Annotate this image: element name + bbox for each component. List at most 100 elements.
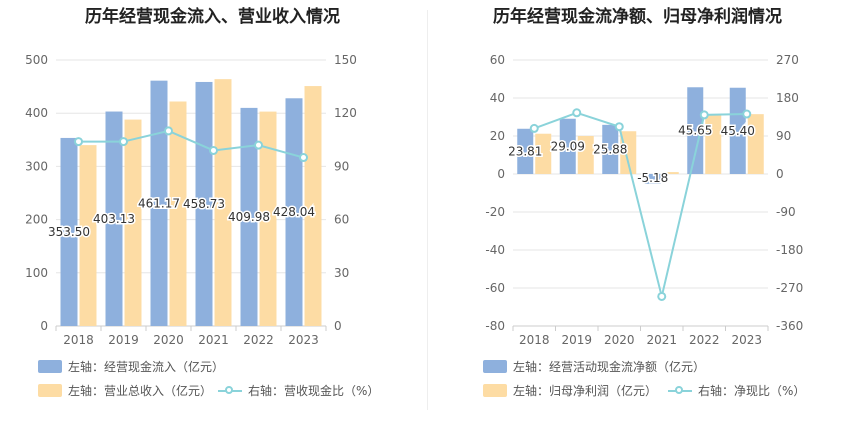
x-tick-label: 2022 <box>689 333 720 347</box>
x-tick-label: 2022 <box>243 333 274 347</box>
y-right-tick-label: -180 <box>776 243 803 257</box>
bar <box>259 111 277 326</box>
y-left-tick-label: 100 <box>25 266 48 280</box>
line-point <box>699 110 709 120</box>
y-right-tick-label: 0 <box>776 167 784 181</box>
bar <box>644 174 661 184</box>
y-right-tick-label: 180 <box>776 91 799 105</box>
y-right-tick-label: 30 <box>334 266 349 280</box>
data-label: 409.98 <box>228 210 270 224</box>
data-label: 23.81 <box>508 144 542 158</box>
bar <box>687 87 704 174</box>
line-point <box>119 137 128 147</box>
bar <box>169 101 187 326</box>
data-label: 29.09 <box>551 139 585 153</box>
y-right-tick-label: -270 <box>776 281 803 295</box>
y-right-tick-label: 90 <box>334 159 349 173</box>
legend-label: 右轴：营收现金比（%） <box>248 384 380 398</box>
y-left-tick-label: 0 <box>40 319 48 333</box>
chart-canvas: -80 -60 -40 -20 0 20 40 60 -360 -270 -180 -90 0 90 180… <box>485 53 803 347</box>
bar <box>60 137 78 326</box>
legend-swatch <box>483 360 507 373</box>
legend-swatch <box>38 360 62 373</box>
legend-swatch <box>38 384 62 397</box>
bar <box>150 80 168 326</box>
data-label: 458.73 <box>183 197 225 211</box>
y-right-tick-label: 0 <box>334 319 342 333</box>
legend-line-swatch <box>668 384 692 397</box>
bar <box>602 124 619 174</box>
line-point <box>254 140 263 150</box>
chart-panel-right: 历年经营现金流净额、归母净利润情况 -80 -60 -40 -20 0 20 40 60 -36… <box>425 0 850 437</box>
data-label: 403.13 <box>93 212 135 226</box>
legend-item[interactable]: 左轴：经营现金流入（亿元） <box>38 358 224 375</box>
legend-label: 左轴：归母净利润（亿元） <box>513 384 658 398</box>
bar <box>559 118 576 174</box>
bar <box>705 114 722 174</box>
series-line <box>78 129 304 159</box>
series-line <box>533 111 747 297</box>
legend-item[interactable]: 左轴：经营活动现金流净额（亿元） <box>483 358 705 375</box>
data-label: 428.04 <box>273 205 315 219</box>
y-right-tick-label: -90 <box>776 205 796 219</box>
line-point <box>209 145 218 155</box>
y-left-tick-label: 60 <box>490 53 505 67</box>
y-left-tick-label: 200 <box>25 213 48 227</box>
legend-label: 左轴：营业总收入（亿元） <box>68 384 213 398</box>
chart-panel-left: 历年经营现金流入、营业收入情况 0 100 200 300 400 500 0 30 60 90 1… <box>25 7 379 399</box>
y-right-tick-label: 120 <box>334 106 357 120</box>
y-right-tick-label: 150 <box>334 53 357 67</box>
y-right-tick-label: 90 <box>776 129 791 143</box>
line-point <box>657 291 667 301</box>
legend-item[interactable]: 左轴：归母净利润（亿元） <box>483 382 657 399</box>
bar <box>577 136 594 174</box>
bar <box>747 114 764 174</box>
legend-swatch <box>483 384 507 397</box>
data-label: -5.18 <box>637 171 668 185</box>
line-point <box>572 108 582 118</box>
legend-item[interactable]: 右轴：营收现金比（%） <box>218 382 379 399</box>
bar <box>535 133 552 174</box>
line-point <box>742 109 752 119</box>
y-left-tick-label: 40 <box>490 91 505 105</box>
bar <box>124 119 142 326</box>
bar <box>304 86 322 327</box>
y-left-tick-label: 500 <box>25 53 48 67</box>
line-point <box>74 137 83 147</box>
data-label: 45.65 <box>678 124 712 138</box>
bar <box>620 131 637 174</box>
y-left-tick-label: 300 <box>25 159 48 173</box>
bar <box>662 172 679 174</box>
bar <box>240 107 258 326</box>
x-tick-label: 2021 <box>646 333 677 347</box>
bar <box>195 81 213 326</box>
x-tick-label: 2023 <box>288 333 319 347</box>
y-left-tick-label: -20 <box>485 205 505 219</box>
legend-label: 右轴：净现比（%） <box>698 384 806 398</box>
data-label: 353.50 <box>48 225 90 239</box>
x-tick-label: 2019 <box>108 333 139 347</box>
y-left-tick-label: 20 <box>490 129 505 143</box>
line-point <box>164 126 173 136</box>
line-point <box>299 153 308 163</box>
legend-item[interactable]: 右轴：净现比（%） <box>668 382 805 399</box>
chart-canvas: 0 100 200 300 400 500 0 30 60 90 120 150 2018 2019 202… <box>25 53 357 347</box>
y-left-tick-label: 400 <box>25 106 48 120</box>
y-left-tick-label: 0 <box>497 167 505 181</box>
y-right-tick-label: 60 <box>334 213 349 227</box>
legend-item[interactable]: 左轴：营业总收入（亿元） <box>38 382 212 399</box>
line-point <box>529 123 539 133</box>
y-right-tick-label: 270 <box>776 53 799 67</box>
bar <box>214 79 232 326</box>
y-left-tick-label: -60 <box>485 281 505 295</box>
chart-title: 历年经营现金流净额、归母净利润情况 <box>493 7 782 27</box>
legend-label: 左轴：经营现金流入（亿元） <box>68 360 225 374</box>
y-left-tick-label: -80 <box>485 319 505 333</box>
bar <box>79 145 97 326</box>
y-right-tick-label: -360 <box>776 319 803 333</box>
legend-label: 左轴：经营活动现金流净额（亿元） <box>513 360 706 374</box>
x-tick-label: 2018 <box>519 333 550 347</box>
data-label: 45.40 <box>721 124 755 138</box>
x-tick-label: 2023 <box>731 333 762 347</box>
data-label: 461.17 <box>138 196 180 210</box>
